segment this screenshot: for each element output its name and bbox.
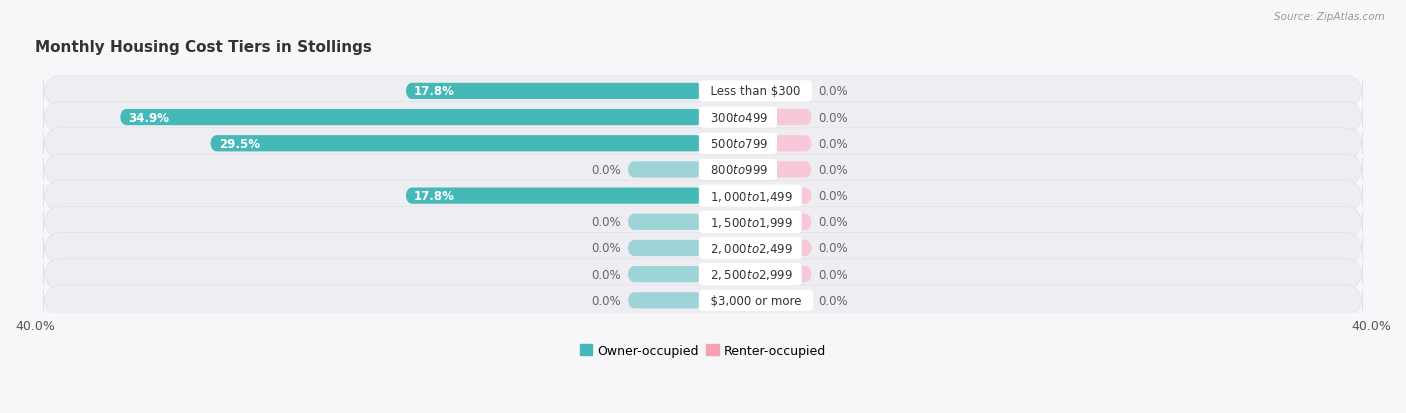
Text: $300 to $499: $300 to $499	[703, 112, 773, 124]
FancyBboxPatch shape	[44, 181, 1362, 211]
FancyBboxPatch shape	[703, 240, 811, 256]
Text: Monthly Housing Cost Tiers in Stollings: Monthly Housing Cost Tiers in Stollings	[35, 40, 371, 55]
Text: 0.0%: 0.0%	[818, 216, 848, 229]
FancyBboxPatch shape	[44, 102, 1362, 133]
Text: 0.0%: 0.0%	[592, 164, 621, 176]
Text: 0.0%: 0.0%	[818, 268, 848, 281]
FancyBboxPatch shape	[44, 128, 1362, 159]
FancyBboxPatch shape	[703, 136, 811, 152]
Text: 17.8%: 17.8%	[413, 85, 456, 98]
FancyBboxPatch shape	[628, 292, 703, 309]
Legend: Owner-occupied, Renter-occupied: Owner-occupied, Renter-occupied	[575, 339, 831, 362]
Text: 0.0%: 0.0%	[592, 216, 621, 229]
Text: 0.0%: 0.0%	[592, 268, 621, 281]
FancyBboxPatch shape	[211, 136, 703, 152]
FancyBboxPatch shape	[703, 214, 811, 230]
Text: 29.5%: 29.5%	[219, 138, 260, 150]
Text: 0.0%: 0.0%	[818, 112, 848, 124]
FancyBboxPatch shape	[44, 285, 1362, 316]
FancyBboxPatch shape	[44, 154, 1362, 185]
FancyBboxPatch shape	[703, 266, 811, 282]
FancyBboxPatch shape	[703, 188, 811, 204]
FancyBboxPatch shape	[44, 207, 1362, 237]
Text: $3,000 or more: $3,000 or more	[703, 294, 808, 307]
FancyBboxPatch shape	[44, 233, 1362, 264]
FancyBboxPatch shape	[406, 188, 703, 204]
FancyBboxPatch shape	[628, 162, 703, 178]
Text: 0.0%: 0.0%	[818, 190, 848, 203]
FancyBboxPatch shape	[703, 110, 811, 126]
Text: $500 to $799: $500 to $799	[703, 138, 773, 150]
Text: 0.0%: 0.0%	[818, 242, 848, 255]
FancyBboxPatch shape	[628, 240, 703, 256]
FancyBboxPatch shape	[703, 83, 811, 100]
Text: 0.0%: 0.0%	[818, 164, 848, 176]
Text: 17.8%: 17.8%	[413, 190, 456, 203]
FancyBboxPatch shape	[406, 83, 703, 100]
Text: 0.0%: 0.0%	[818, 294, 848, 307]
FancyBboxPatch shape	[44, 76, 1362, 107]
Text: 0.0%: 0.0%	[818, 85, 848, 98]
FancyBboxPatch shape	[628, 266, 703, 282]
Text: $1,000 to $1,499: $1,000 to $1,499	[703, 189, 797, 203]
FancyBboxPatch shape	[120, 110, 703, 126]
Text: Source: ZipAtlas.com: Source: ZipAtlas.com	[1274, 12, 1385, 22]
Text: $800 to $999: $800 to $999	[703, 164, 773, 176]
Text: 34.9%: 34.9%	[128, 112, 170, 124]
Text: $2,000 to $2,499: $2,000 to $2,499	[703, 241, 797, 255]
Text: 0.0%: 0.0%	[818, 138, 848, 150]
FancyBboxPatch shape	[628, 214, 703, 230]
FancyBboxPatch shape	[703, 292, 811, 309]
Text: $2,500 to $2,999: $2,500 to $2,999	[703, 268, 797, 282]
Text: 0.0%: 0.0%	[592, 242, 621, 255]
Text: Less than $300: Less than $300	[703, 85, 808, 98]
Text: $1,500 to $1,999: $1,500 to $1,999	[703, 215, 797, 229]
FancyBboxPatch shape	[44, 259, 1362, 290]
Text: 0.0%: 0.0%	[592, 294, 621, 307]
FancyBboxPatch shape	[703, 162, 811, 178]
